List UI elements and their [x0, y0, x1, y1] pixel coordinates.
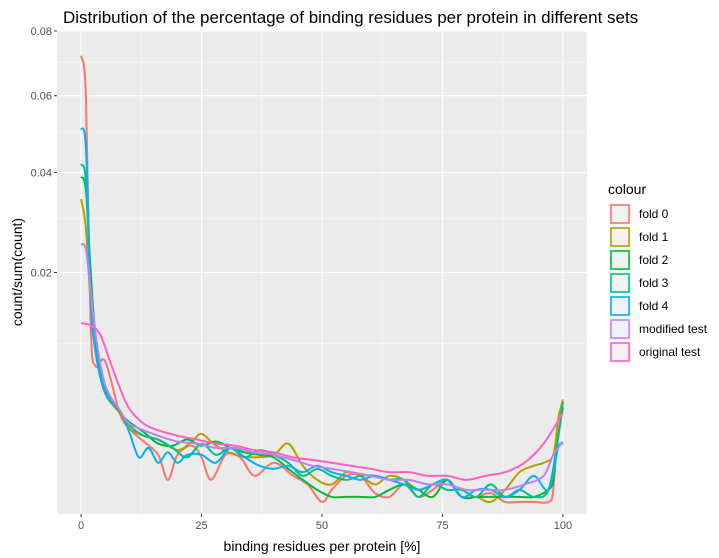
x-tick-label: 25 [195, 520, 207, 532]
series-line-fold-1 [80, 198, 564, 504]
legend-key-fold-4 [610, 296, 630, 316]
x-axis-ticks: 0 25 50 75 100 [78, 514, 572, 532]
y-axis-ticks: 0.02 0.04 0.06 0.08 [31, 26, 57, 280]
series-line-modified-test [80, 243, 564, 492]
legend-title: colour [608, 181, 646, 197]
legend-label-fold-4: fold 4 [639, 299, 669, 313]
legend-label-original-test: original test [639, 345, 701, 359]
legend-key-fold-1 [610, 227, 630, 247]
chart-title: Distribution of the percentage of bindin… [63, 8, 638, 27]
legend-key-fold-2 [610, 250, 630, 270]
y-tick-label: 0.02 [31, 268, 52, 280]
x-tick-label: 75 [436, 520, 448, 532]
series-layer [80, 55, 564, 504]
legend-label-fold-2: fold 2 [639, 253, 669, 267]
y-tick-label: 0.04 [31, 167, 52, 179]
x-tick-label: 50 [316, 520, 328, 532]
legend-label-fold-0: fold 0 [639, 207, 669, 221]
series-line-fold-3 [80, 163, 564, 499]
y-tick-label: 0.06 [31, 91, 52, 103]
legend-items: fold 0 fold 1 fold 2 fold 3 fold 4 modified t… [609, 203, 708, 363]
series-line-original-test [80, 322, 564, 481]
legend-key-original-test [610, 342, 630, 362]
legend-key-fold-3 [610, 273, 630, 293]
legend-key-modified-test [610, 319, 630, 339]
x-axis-title: binding residues per protein [%] [224, 538, 421, 554]
series-line-fold-2 [80, 176, 564, 500]
legend: colour fold 0 fold 1 fold 2 fold 3 fold 4 mod… [608, 181, 708, 363]
legend-label-fold-3: fold 3 [639, 276, 669, 290]
y-tick-label: 0.08 [31, 26, 52, 38]
legend-label-modified-test: modified test [639, 322, 708, 336]
legend-key-fold-0 [610, 204, 630, 224]
y-axis-title: count/sum(count) [9, 218, 25, 326]
x-tick-label: 0 [78, 520, 84, 532]
legend-label-fold-1: fold 1 [639, 230, 669, 244]
x-tick-label: 100 [554, 520, 572, 532]
